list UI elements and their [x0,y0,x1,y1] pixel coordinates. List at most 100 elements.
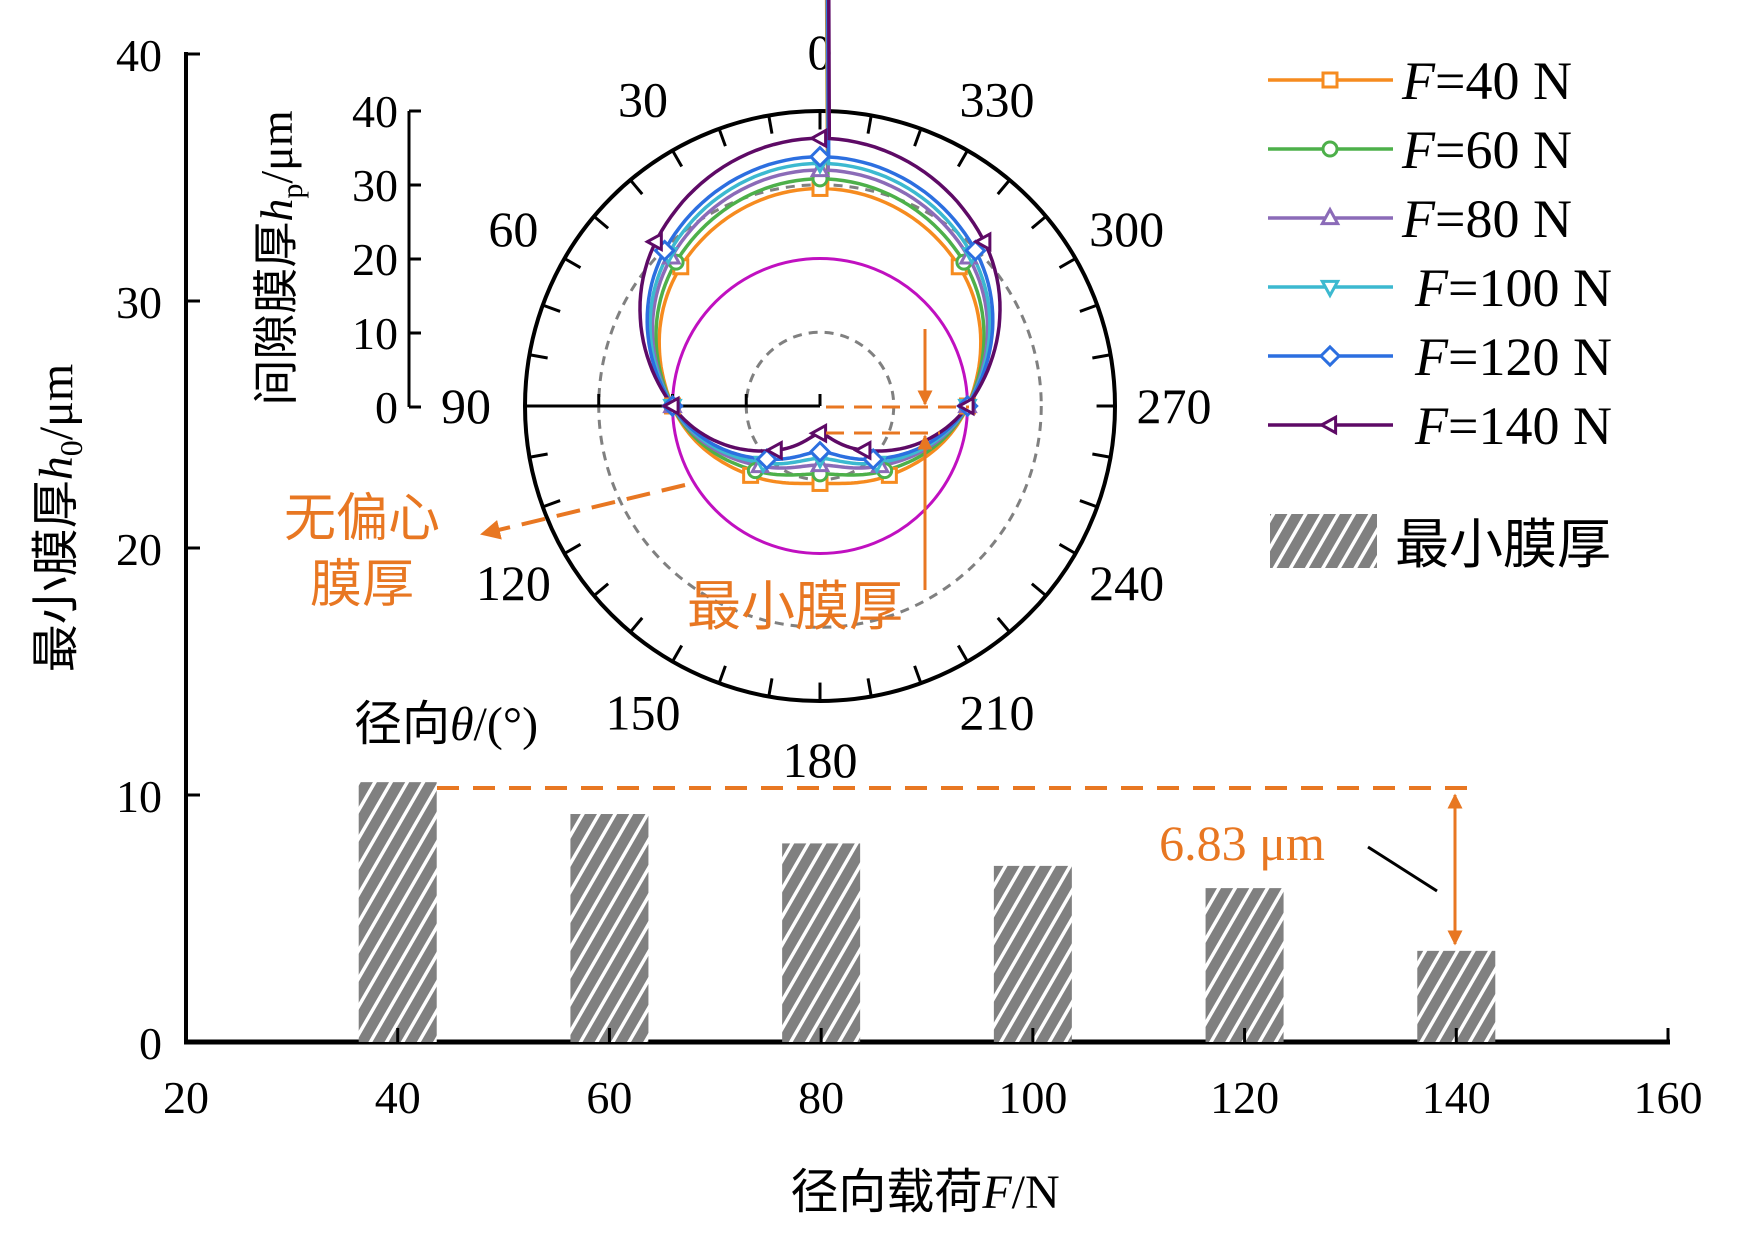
series-marker-120N [964,239,987,262]
legend-item-60N: F=60 N [1268,120,1572,180]
bar-40 [358,782,437,1042]
legend-label: F=140 N [1414,396,1612,456]
legend-item-bar: 最小膜厚 [1270,514,1611,575]
theta-tick-mark [866,115,873,134]
legend-item-140N: F=140 N [1268,396,1612,456]
series-marker-120N [755,447,779,471]
theta-tick-mark [1092,353,1111,360]
series-marker-120N [808,440,832,463]
series-marker-120N [808,145,832,168]
radial-axis: 0 10 20 30 40 [352,86,421,433]
theta-tick-mark [542,303,561,313]
y-tick-label: 30 [116,277,162,328]
legend-label-f: F [1414,327,1449,387]
bar-100 [993,865,1072,1042]
theta-tick-mark [529,452,548,459]
legend-label-f: F [1401,189,1436,249]
legend-item-120N: F=120 N [1268,327,1612,387]
theta-tick-mark [629,616,644,633]
y-tick-label: 0 [139,1018,162,1069]
series-marker-140N [808,128,828,149]
theta-tick-label: 300 [1089,201,1164,257]
theta-tick-label: 120 [476,555,551,611]
x-tick-label: 140 [1422,1072,1491,1123]
legend: F=40 NF=60 NF=80 NF=100 NF=120 NF=140 N [1268,51,1612,456]
legend-label-f: F [1414,396,1449,456]
theta-tick-mark [671,149,684,168]
x-axis-label: 径向载荷F/N [790,1166,1059,1219]
theta-tick-mark [1058,257,1077,270]
theta-tick-mark [996,179,1011,196]
theta-tick-mark [593,582,610,597]
theta-tick-mark [767,678,774,697]
y-tick-label: 10 [116,771,162,822]
theta-tick-label: 330 [960,71,1035,127]
legend-marker [1318,414,1338,436]
series-marker-140N [644,231,663,252]
legend-label-rest: =100 N [1448,258,1612,318]
legend-label-rest: =80 N [1435,189,1572,249]
legend-label: F=60 N [1401,120,1572,180]
r-tick-label: 10 [352,308,398,359]
theta-tick-mark [1030,582,1047,597]
nonecc-label-1: 无偏心 [284,491,440,548]
theta-tick-mark [563,542,582,555]
series-marker-140N [852,440,872,461]
x-tick-label: 80 [798,1072,844,1123]
theta-tick-mark [717,128,727,147]
bar-140 [1417,950,1496,1042]
legend-marker [1318,344,1342,368]
theta-tick-mark [563,257,582,270]
theta-tick-label: 30 [618,71,668,127]
series-marker-140N [660,395,680,417]
bar-120 [1205,888,1284,1042]
r-tick-label: 20 [352,234,398,285]
legend-label: F=120 N [1414,327,1612,387]
theta-tick-label: 60 [488,201,538,257]
theta-tick-mark [956,149,969,168]
legend-marker [1321,71,1339,89]
theta-tick-mark [913,665,923,684]
theta-tick-mark [996,616,1011,633]
legend-item-80N: F=80 N [1268,189,1572,249]
theta-tick-label: 180 [783,732,858,788]
x-tick-label: 60 [586,1072,632,1123]
bars [358,782,1496,1042]
legend-label-rest: =120 N [1448,327,1612,387]
r-tick-label: 40 [352,86,398,137]
min-film-label: 最小膜厚 [687,577,903,637]
radial-axis-label: 间隙膜厚hp/μm [251,110,309,405]
legend-hatch-swatch [1270,514,1377,568]
legend-label-rest: =140 N [1448,396,1612,456]
series-marker-140N [972,231,992,252]
x-tick-label: 20 [163,1072,209,1123]
legend-label-f: F [1401,51,1436,111]
nonecc-arrow [480,483,686,540]
bar-80 [782,843,861,1042]
r-tick-label: 0 [375,382,398,433]
theta-tick-mark [1092,452,1111,459]
y-axis-label: 最小膜厚h0/μm [30,364,89,672]
theta-tick-mark [671,644,684,663]
theta-tick-mark [542,499,561,509]
theta-tick-mark [1079,499,1098,509]
theta-tick-mark [913,128,923,147]
min-film-delta-annotation: 6.83 μm [437,786,1475,946]
x-tick-label: 160 [1634,1072,1703,1123]
legend-label-rest: =60 N [1435,120,1572,180]
theta-tick-mark [956,644,969,663]
x-tick-label: 100 [998,1072,1067,1123]
legend-marker [1319,279,1341,299]
legend-label: F=80 N [1401,189,1572,249]
theta-tick-mark [529,353,548,360]
legend-label-f: F [1401,120,1436,180]
theta-tick-mark [1030,215,1047,230]
theta-tick-mark [767,115,774,134]
legend-bar-label: 最小膜厚 [1395,515,1611,575]
legend-item-40N: F=40 N [1268,51,1572,111]
nonecc-label-2: 膜厚 [310,557,414,614]
theta-tick-label: 270 [1137,378,1212,434]
